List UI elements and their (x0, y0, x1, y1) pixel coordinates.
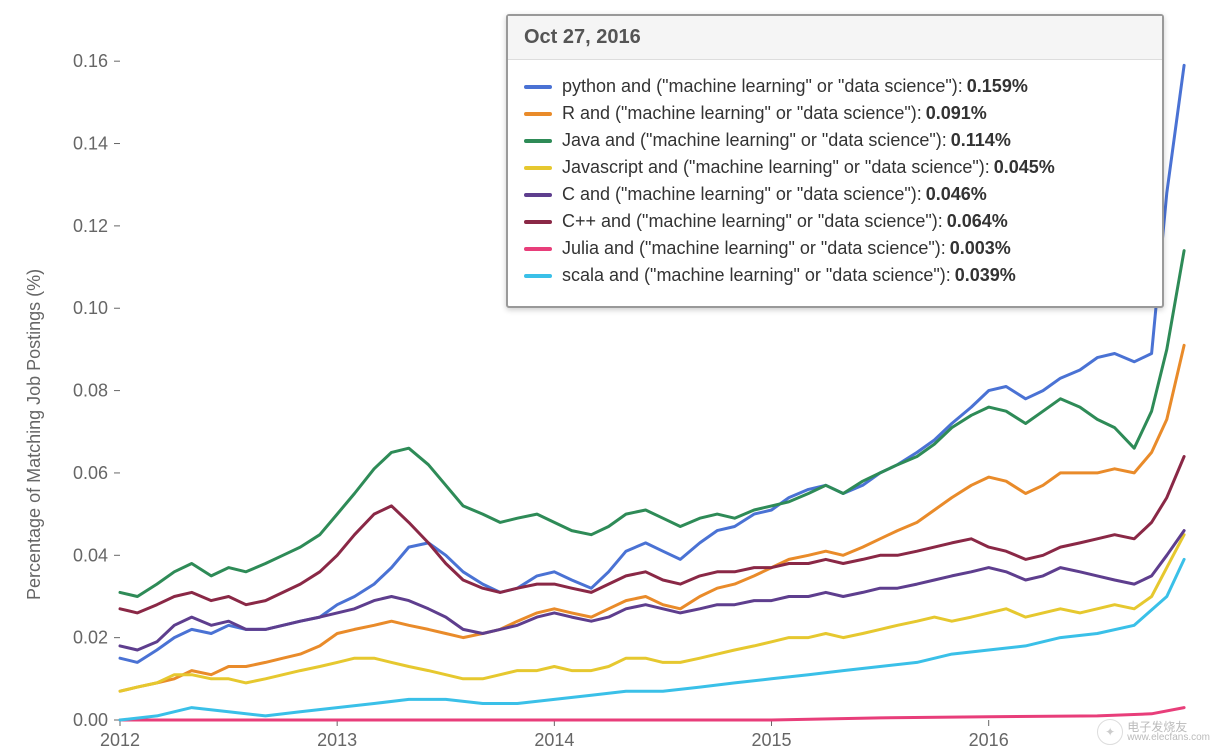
tooltip-swatch (524, 139, 552, 143)
svg-text:2013: 2013 (317, 730, 357, 750)
tooltip-swatch (524, 85, 552, 89)
tooltip-swatch (524, 274, 552, 278)
tooltip-label: python and ("machine learning" or "data … (562, 76, 963, 97)
svg-text:0.06: 0.06 (73, 463, 108, 483)
tooltip-row-c: C and ("machine learning" or "data scien… (524, 184, 1146, 205)
tooltip-row-javascript: Javascript and ("machine learning" or "d… (524, 157, 1146, 178)
watermark-icon: ✦ (1097, 719, 1123, 745)
series-c (120, 531, 1184, 650)
svg-text:0.10: 0.10 (73, 298, 108, 318)
tooltip-swatch (524, 247, 552, 251)
tooltip-label: R and ("machine learning" or "data scien… (562, 103, 922, 124)
tooltip-row-julia: Julia and ("machine learning" or "data s… (524, 238, 1146, 259)
tooltip-row-cpp: C++ and ("machine learning" or "data sci… (524, 211, 1146, 232)
tooltip-value: 0.045% (994, 157, 1055, 178)
svg-text:0.12: 0.12 (73, 216, 108, 236)
tooltip-swatch (524, 193, 552, 197)
watermark-text-2: www.elecfans.com (1127, 733, 1210, 743)
tooltip-swatch (524, 220, 552, 224)
svg-text:0.02: 0.02 (73, 628, 108, 648)
tooltip-row-java: Java and ("machine learning" or "data sc… (524, 130, 1146, 151)
tooltip-value: 0.046% (926, 184, 987, 205)
tooltip-swatch (524, 112, 552, 116)
series-cpp (120, 457, 1184, 613)
tooltip-header: Oct 27, 2016 (508, 16, 1162, 60)
tooltip-label: scala and ("machine learning" or "data s… (562, 265, 951, 286)
watermark: ✦ 电子发烧友 www.elecfans.com (1097, 719, 1210, 745)
svg-text:2012: 2012 (100, 730, 140, 750)
tooltip-value: 0.064% (947, 211, 1008, 232)
series-scala (120, 559, 1184, 720)
tooltip-value: 0.159% (967, 76, 1028, 97)
tooltip-label: C and ("machine learning" or "data scien… (562, 184, 922, 205)
svg-text:2014: 2014 (534, 730, 574, 750)
tooltip-value: 0.003% (950, 238, 1011, 259)
svg-text:0.14: 0.14 (73, 134, 108, 154)
tooltip-row-scala: scala and ("machine learning" or "data s… (524, 265, 1146, 286)
tooltip-body: python and ("machine learning" or "data … (508, 60, 1162, 306)
tooltip-value: 0.114% (951, 130, 1011, 151)
svg-text:0.04: 0.04 (73, 545, 108, 565)
svg-text:2016: 2016 (969, 730, 1009, 750)
svg-text:0.08: 0.08 (73, 381, 108, 401)
tooltip-value: 0.091% (926, 103, 987, 124)
tooltip-value: 0.039% (955, 265, 1016, 286)
tooltip-label: Javascript and ("machine learning" or "d… (562, 157, 990, 178)
svg-text:2015: 2015 (751, 730, 791, 750)
svg-text:0.00: 0.00 (73, 710, 108, 730)
tooltip-label: Julia and ("machine learning" or "data s… (562, 238, 946, 259)
tooltip-row-python: python and ("machine learning" or "data … (524, 76, 1146, 97)
tooltip-row-r: R and ("machine learning" or "data scien… (524, 103, 1146, 124)
svg-text:0.16: 0.16 (73, 51, 108, 71)
tooltip-label: Java and ("machine learning" or "data sc… (562, 130, 947, 151)
tooltip-label: C++ and ("machine learning" or "data sci… (562, 211, 943, 232)
chart-tooltip: Oct 27, 2016 python and ("machine learni… (506, 14, 1164, 308)
tooltip-swatch (524, 166, 552, 170)
